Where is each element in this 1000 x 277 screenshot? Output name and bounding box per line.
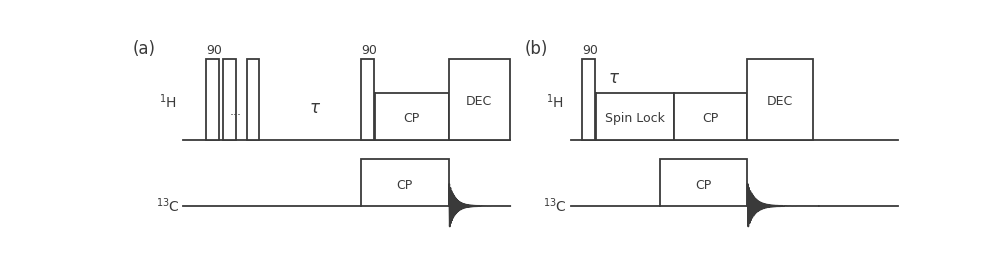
Text: DEC: DEC xyxy=(466,95,492,108)
Bar xyxy=(206,59,219,140)
Text: ···: ··· xyxy=(230,109,242,122)
Text: DEC: DEC xyxy=(767,95,793,108)
Text: 90: 90 xyxy=(206,44,222,57)
Text: CP: CP xyxy=(397,179,413,192)
Bar xyxy=(660,159,747,206)
Text: CP: CP xyxy=(404,112,420,125)
Bar xyxy=(449,59,510,140)
Text: CP: CP xyxy=(702,112,718,125)
Bar xyxy=(361,59,374,140)
Bar xyxy=(247,59,259,140)
Text: 90: 90 xyxy=(361,44,377,57)
Text: $^{13}$C: $^{13}$C xyxy=(156,197,180,215)
Text: CP: CP xyxy=(695,179,711,192)
Bar xyxy=(361,159,449,206)
Text: τ: τ xyxy=(310,99,320,117)
Text: Spin Lock: Spin Lock xyxy=(605,112,665,125)
Text: (b): (b) xyxy=(524,40,548,58)
Text: τ: τ xyxy=(609,69,619,87)
Text: $^{13}$C: $^{13}$C xyxy=(543,197,567,215)
Text: (a): (a) xyxy=(133,40,156,58)
Bar xyxy=(674,93,747,140)
Bar xyxy=(582,59,595,140)
Text: 90: 90 xyxy=(582,44,598,57)
Text: $^{1}$H: $^{1}$H xyxy=(546,92,564,111)
Bar xyxy=(596,93,674,140)
Bar xyxy=(375,93,449,140)
Bar xyxy=(223,59,236,140)
Bar xyxy=(747,59,813,140)
Text: $^{1}$H: $^{1}$H xyxy=(159,92,177,111)
